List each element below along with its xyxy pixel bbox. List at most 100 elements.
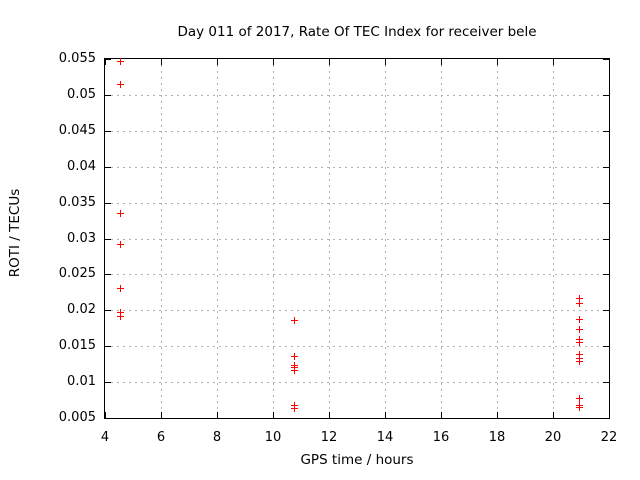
y-gridline xyxy=(105,94,609,96)
y-tick xyxy=(603,382,609,384)
y-tick xyxy=(105,238,111,240)
y-tick xyxy=(105,130,111,132)
x-tick xyxy=(217,59,218,65)
x-gridline xyxy=(217,59,218,418)
x-tick-label: 6 xyxy=(156,430,166,445)
y-tick xyxy=(603,238,609,240)
data-point-marker xyxy=(575,401,583,409)
data-point-marker xyxy=(290,367,298,375)
y-gridline xyxy=(105,382,609,384)
y-gridline xyxy=(105,130,609,132)
x-tick-label: 14 xyxy=(376,430,394,445)
x-tick xyxy=(105,412,106,418)
x-tick-label: 16 xyxy=(432,430,450,445)
y-tick xyxy=(603,130,609,132)
x-gridline xyxy=(553,59,554,418)
x-tick xyxy=(609,59,610,65)
y-gridline xyxy=(105,310,609,312)
x-tick xyxy=(385,412,386,418)
y-tick xyxy=(105,346,111,348)
x-gridline xyxy=(329,59,330,418)
y-gridline xyxy=(105,166,609,168)
y-tick-label: 0.02 xyxy=(67,302,96,318)
x-gridline xyxy=(161,59,162,418)
x-tick xyxy=(497,59,498,65)
data-point-marker xyxy=(575,358,583,366)
x-tick xyxy=(385,59,386,65)
x-tick xyxy=(609,412,610,418)
x-tick-label: 18 xyxy=(488,430,506,445)
y-gridline xyxy=(105,238,609,240)
data-point-marker xyxy=(290,401,298,409)
y-tick xyxy=(105,202,111,204)
y-tick-label: 0.035 xyxy=(58,194,96,210)
x-gridline xyxy=(441,59,442,418)
data-point-marker xyxy=(575,395,583,403)
y-tick-label: 0.05 xyxy=(67,86,96,102)
data-point-marker xyxy=(117,284,125,292)
data-point-marker xyxy=(117,312,125,320)
chart-title: Day 011 of 2017, Rate Of TEC Index for r… xyxy=(177,24,537,40)
y-tick xyxy=(105,382,111,384)
x-tick xyxy=(553,59,554,65)
x-gridline xyxy=(273,59,274,418)
x-tick xyxy=(273,59,274,65)
y-tick xyxy=(105,94,111,96)
y-tick xyxy=(105,418,111,419)
x-gridline xyxy=(497,59,498,418)
x-tick-label: 12 xyxy=(320,430,338,445)
y-tick-label: 0.055 xyxy=(58,51,96,66)
data-point-marker xyxy=(290,316,298,324)
x-tick xyxy=(497,412,498,418)
data-point-marker xyxy=(575,336,583,344)
y-tick xyxy=(603,346,609,348)
data-point-marker xyxy=(117,58,125,66)
data-point-marker xyxy=(575,354,583,362)
y-tick xyxy=(603,274,609,276)
data-point-marker xyxy=(117,81,125,89)
data-point-marker xyxy=(575,326,583,334)
data-point-marker xyxy=(290,362,298,370)
data-point-marker xyxy=(575,351,583,359)
x-tick-label: 20 xyxy=(544,430,562,445)
y-tick-label: 0.025 xyxy=(58,266,96,282)
y-tick xyxy=(603,310,609,312)
y-tick-label: 0.045 xyxy=(58,122,96,138)
x-tick-label: 10 xyxy=(264,430,282,445)
y-tick xyxy=(603,202,609,204)
y-tick xyxy=(105,310,111,312)
data-point-marker xyxy=(575,316,583,324)
data-point-marker xyxy=(290,352,298,360)
y-gridline xyxy=(105,202,609,204)
data-point-marker xyxy=(290,405,298,413)
y-tick xyxy=(105,59,111,60)
data-point-marker xyxy=(290,364,298,372)
x-axis-label: GPS time / hours xyxy=(300,452,414,468)
y-gridline xyxy=(105,346,609,348)
x-tick xyxy=(441,59,442,65)
x-tick xyxy=(161,59,162,65)
y-tick-label: 0.04 xyxy=(67,158,96,174)
x-tick-label: 4 xyxy=(100,430,110,445)
x-tick xyxy=(441,412,442,418)
x-tick-label: 8 xyxy=(212,430,222,445)
data-point-marker xyxy=(117,241,125,249)
data-point-marker xyxy=(117,209,125,217)
x-tick xyxy=(329,59,330,65)
x-tick xyxy=(553,412,554,418)
x-tick xyxy=(217,412,218,418)
data-point-marker xyxy=(575,404,583,412)
x-tick xyxy=(329,412,330,418)
x-tick-label: 22 xyxy=(600,430,618,445)
y-tick-label: 0.03 xyxy=(67,230,96,246)
data-point-marker xyxy=(575,339,583,347)
plot-area xyxy=(104,58,610,419)
y-gridline xyxy=(105,274,609,276)
data-point-marker xyxy=(575,295,583,303)
y-tick xyxy=(603,94,609,96)
y-tick xyxy=(603,166,609,168)
y-tick xyxy=(603,418,609,419)
y-tick-label: 0.005 xyxy=(58,410,96,425)
x-gridline xyxy=(385,59,386,418)
